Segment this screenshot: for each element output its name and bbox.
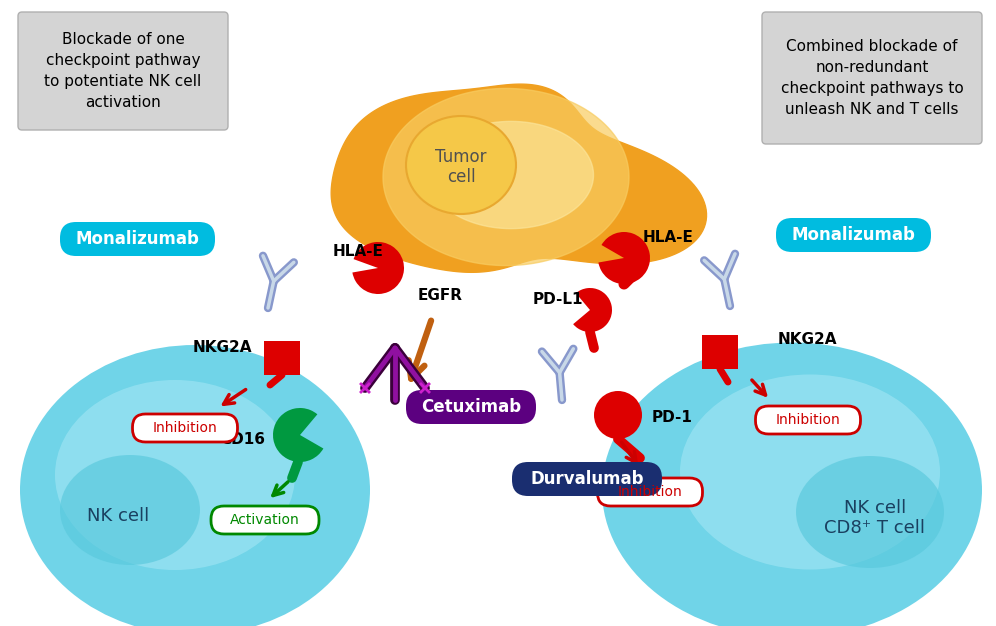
Text: EGFR: EGFR [417,287,462,302]
Text: Cetuximab: Cetuximab [421,398,521,416]
Wedge shape [273,408,324,462]
Text: Inhibition: Inhibition [618,485,682,499]
Bar [702,335,738,369]
Wedge shape [599,232,650,284]
Polygon shape [332,84,706,272]
Text: Combined blockade of
non-redundant
checkpoint pathways to
unleash NK and T cells: Combined blockade of non-redundant check… [781,39,963,117]
Ellipse shape [406,116,516,214]
Ellipse shape [680,374,940,570]
Polygon shape [383,88,629,265]
Text: Monalizumab: Monalizumab [791,226,915,244]
Wedge shape [573,288,612,332]
Text: NKG2A: NKG2A [192,341,252,356]
Ellipse shape [60,455,200,565]
Text: Monalizumab: Monalizumab [75,230,199,248]
Text: NK cell: NK cell [87,507,149,525]
FancyBboxPatch shape [132,414,237,442]
FancyBboxPatch shape [756,406,861,434]
Bar [264,341,300,375]
Ellipse shape [602,342,982,626]
Wedge shape [353,242,404,294]
Text: Inhibition: Inhibition [776,413,841,427]
Text: NKG2A: NKG2A [778,332,838,347]
Text: NK cell
CD8⁺ T cell: NK cell CD8⁺ T cell [825,498,925,537]
FancyBboxPatch shape [512,462,662,496]
Ellipse shape [55,380,295,570]
FancyBboxPatch shape [211,506,319,534]
Text: HLA-E: HLA-E [642,230,693,245]
Text: Blockade of one
checkpoint pathway
to potentiate NK cell
activation: Blockade of one checkpoint pathway to po… [45,32,201,110]
Text: Activation: Activation [230,513,300,527]
Text: Durvalumab: Durvalumab [530,470,643,488]
Ellipse shape [796,456,944,568]
Text: Tumor
cell: Tumor cell [435,148,487,187]
Text: PD-1: PD-1 [652,411,693,426]
FancyBboxPatch shape [598,478,702,506]
FancyBboxPatch shape [776,218,931,252]
FancyBboxPatch shape [762,12,982,144]
Text: CD16: CD16 [220,433,265,448]
FancyBboxPatch shape [60,222,215,256]
Text: PD-L1: PD-L1 [533,292,584,307]
Circle shape [594,391,642,439]
Text: Inhibition: Inhibition [152,421,217,435]
Ellipse shape [20,345,370,626]
FancyBboxPatch shape [18,12,228,130]
Polygon shape [428,121,594,228]
FancyBboxPatch shape [406,390,536,424]
Text: HLA-E: HLA-E [333,245,383,260]
